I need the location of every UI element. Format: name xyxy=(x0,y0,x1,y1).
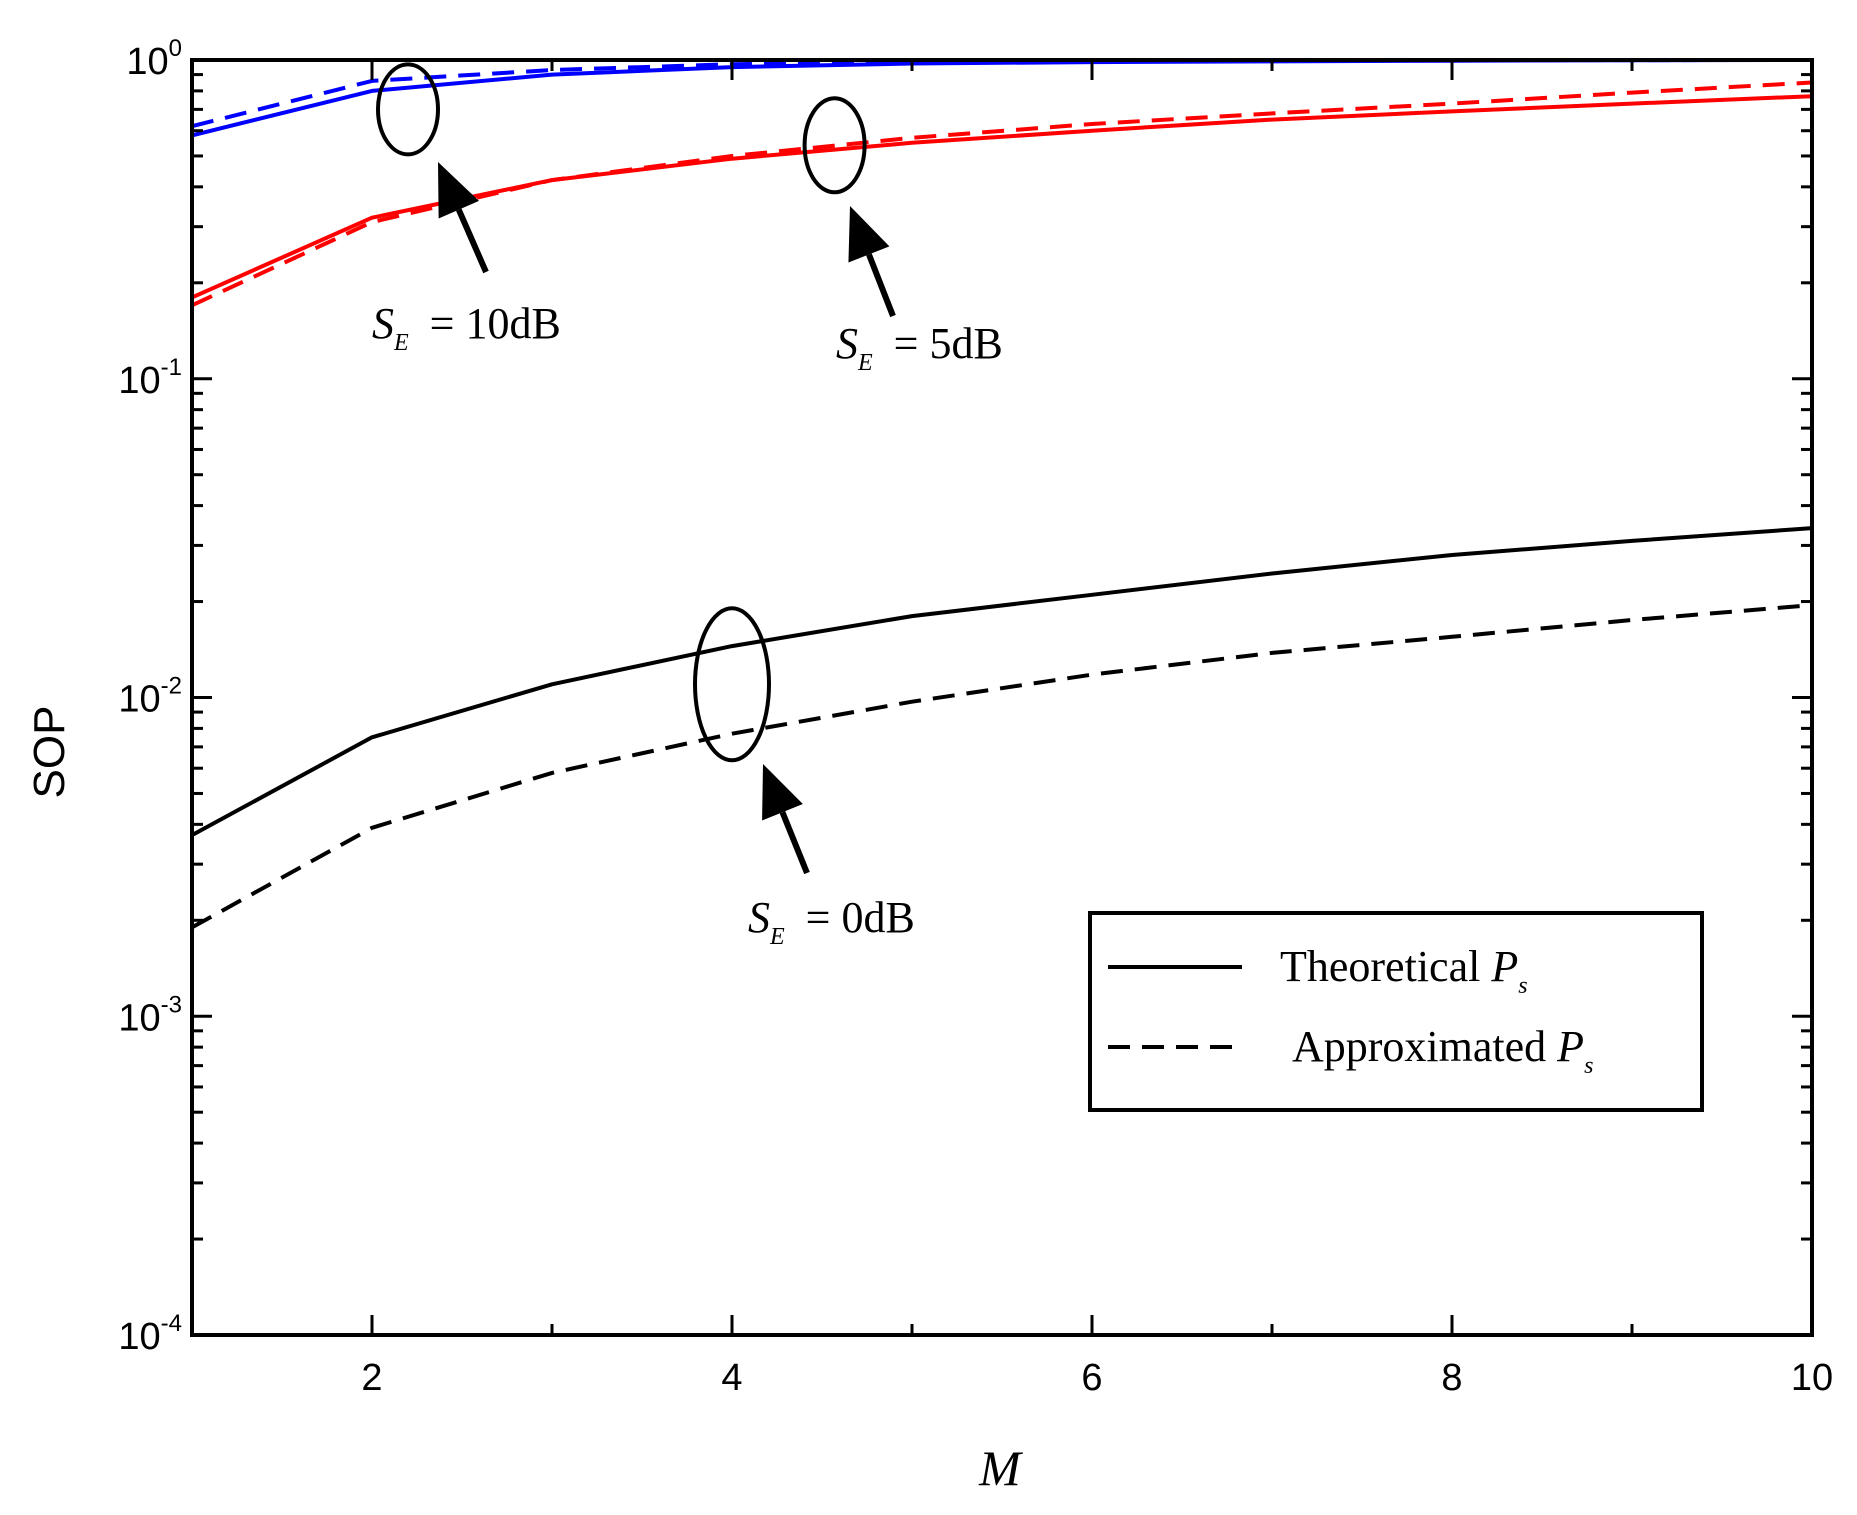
x-tick-label: 4 xyxy=(721,1357,742,1399)
annotation-label-se10: SE = 10dB xyxy=(372,299,561,356)
legend-label-0: Theoretical Ps xyxy=(1280,942,1528,999)
y-tick-label: 10-3 xyxy=(118,991,182,1039)
y-axis-label: SOP xyxy=(25,706,74,799)
y-tick-label: 10-2 xyxy=(118,673,182,721)
legend: Theoretical Ps Approximated Ps xyxy=(1088,911,1704,1112)
annotation-arrow-shaft-se0 xyxy=(779,811,810,875)
annotation-arrow-shaft-se10 xyxy=(456,208,489,274)
x-axis-label: M xyxy=(978,1440,1023,1496)
x-tick-label: 2 xyxy=(361,1357,382,1399)
series-line-5 xyxy=(191,603,1813,930)
y-tick-label: 100 xyxy=(126,35,182,83)
axes-group: 2 4 6 8 10 100 10-1 10-2 10-3 10-4 xyxy=(118,35,1833,1399)
annotation-label-se0: SE = 0dB xyxy=(748,893,915,950)
annotation-ellipse-se10 xyxy=(376,62,440,157)
annotation-ellipse-se5 xyxy=(802,96,867,195)
series-line-4 xyxy=(191,526,1813,837)
annotations-group: SE = 10dB SE = 5dB SE = 0dB xyxy=(372,62,1003,950)
x-tick-label: 10 xyxy=(1791,1357,1833,1399)
y-tick-label: 10-4 xyxy=(118,1310,182,1358)
legend-box xyxy=(1088,911,1704,1112)
annotation-arrow-shaft-se5 xyxy=(866,253,896,318)
annotation-arrow-head-se5 xyxy=(848,206,890,263)
x-tick-label: 6 xyxy=(1081,1357,1102,1399)
annotation-arrow-head-se0 xyxy=(762,764,803,821)
annotation-ellipse-se0 xyxy=(693,606,771,763)
x-tick-label: 8 xyxy=(1441,1357,1462,1399)
legend-label-1: Approximated Ps xyxy=(1292,1022,1593,1079)
annotation-arrow-head-se10 xyxy=(438,162,479,219)
annotation-label-se5: SE = 5dB xyxy=(836,319,1003,376)
y-tick-label: 10-1 xyxy=(118,354,182,402)
